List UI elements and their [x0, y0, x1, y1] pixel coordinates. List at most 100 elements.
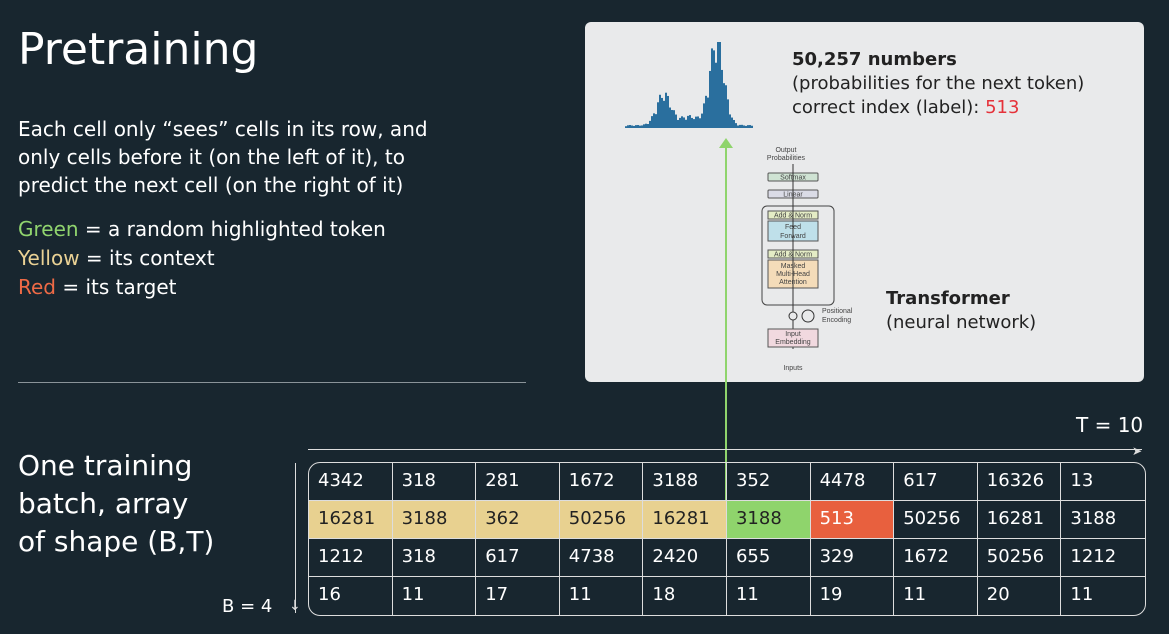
green-arrow [725, 143, 727, 539]
histogram-bar [741, 124, 743, 128]
histogram-bar [715, 62, 717, 128]
histogram-bar [727, 99, 729, 128]
table-cell: 513 [810, 501, 895, 539]
histogram-bar [639, 125, 641, 128]
histogram-bar [705, 95, 707, 128]
table-cell: 16281 [309, 501, 393, 539]
divider [18, 382, 526, 383]
table-cell: 50256 [977, 539, 1062, 577]
histogram-bar [725, 85, 727, 128]
histogram-bar [745, 125, 747, 128]
table-cell: 1672 [894, 539, 978, 577]
histogram-bar [681, 116, 683, 128]
histogram-bar [733, 119, 735, 128]
histogram-bar [665, 92, 667, 128]
legend-text: = its target [56, 275, 177, 299]
histogram-bar [701, 113, 703, 128]
table-cell: 655 [726, 539, 811, 577]
histogram-bar [695, 116, 697, 128]
histogram-bar [627, 125, 629, 128]
histogram-bar [717, 42, 719, 128]
table-cell: 50256 [894, 501, 978, 539]
table-cell: 1212 [309, 539, 393, 577]
t-axis [308, 449, 1142, 450]
histogram-bar [653, 113, 655, 128]
table-cell: 16326 [977, 463, 1062, 501]
histogram-bar [679, 117, 681, 128]
histogram-bar [689, 115, 691, 128]
transformer-diagram: Output Probabilities Softmax Linear Add … [761, 147, 853, 372]
table-cell: 4478 [810, 463, 895, 501]
histogram-bar [691, 117, 693, 128]
histogram-bar [743, 125, 745, 128]
table-cell: 11 [1070, 584, 1094, 605]
histogram-bar [649, 120, 651, 128]
table-cell: 1672 [559, 463, 644, 501]
histogram-bar [655, 114, 657, 128]
legend-word: Green [18, 217, 79, 241]
histogram-bar [677, 119, 679, 128]
legend-text: = its context [79, 246, 215, 270]
table-cell: 13 [1061, 463, 1145, 501]
histogram-bar [673, 110, 675, 128]
legend-word: Yellow [18, 246, 80, 270]
transformer-label: Transformer (neural network) [886, 287, 1036, 335]
histogram-bar [699, 118, 701, 128]
histogram-bar [643, 124, 645, 128]
table-cell: 11 [894, 577, 978, 615]
histogram-bar [629, 125, 631, 128]
diagram-probabilities: Probabilities [767, 155, 806, 162]
histogram-bar [657, 102, 659, 128]
table-cell: 11 [393, 577, 477, 615]
histogram-bar [667, 95, 669, 128]
legend-yellow: Yellow = its context [18, 244, 386, 273]
diagram-inputs: Inputs [783, 365, 803, 372]
transformer-title: Transformer [886, 288, 1010, 309]
arrow-down-icon: ↓ [289, 598, 301, 614]
diagram-positional: Encoding [822, 317, 851, 324]
histogram-bar [637, 125, 639, 128]
histogram-bar [749, 125, 751, 128]
histogram-bar [751, 125, 753, 128]
histogram-bar [661, 97, 663, 128]
table-cell: 16281 [643, 501, 727, 539]
histogram-bar [647, 124, 649, 128]
table-cell: 11 [727, 577, 811, 615]
histogram-bar [659, 94, 661, 128]
histogram-bar [645, 123, 647, 128]
probs-text: (probabilities for the next token) [792, 73, 1085, 94]
histogram-bar [703, 103, 705, 128]
histogram-bar [635, 125, 637, 128]
histogram-bar [633, 125, 635, 128]
diagram-positional: Positional [822, 308, 853, 315]
table-cell: 3188 [1061, 501, 1145, 539]
table-cell: 11 [560, 577, 644, 615]
histogram-bar [685, 119, 687, 128]
table-cell: 1212 [1061, 539, 1145, 577]
table-cell: 4738 [559, 539, 644, 577]
histogram-bar [721, 69, 723, 128]
histogram-bar [747, 125, 749, 128]
histogram-bar [687, 115, 689, 128]
table-cell: 318 [392, 463, 477, 501]
table-cell: 3188 [726, 501, 811, 539]
histogram-bar [631, 125, 633, 128]
table-cell: 16 [309, 577, 393, 615]
histogram-bar [663, 100, 665, 128]
batch-label: One training batch, array of shape (B,T) [18, 449, 215, 558]
table-cell: 318 [392, 539, 477, 577]
diagram-embedding: Embedding [775, 339, 811, 346]
b-label: B = 4 [222, 596, 273, 617]
histogram-bar [669, 107, 671, 128]
output-description: 50,257 numbers (probabilities for the ne… [792, 48, 1084, 120]
description: Each cell only “sees” cells in its row, … [18, 117, 428, 197]
histogram-bar [641, 125, 643, 128]
table-cell: 281 [476, 463, 560, 501]
table-cell: 329 [810, 539, 895, 577]
table-cell: 16281 [977, 501, 1062, 539]
model-panel: 50,257 numbers (probabilities for the ne… [585, 22, 1144, 382]
histogram-bar [671, 109, 673, 128]
arrow-head-icon [719, 138, 733, 148]
histogram-bar [729, 114, 731, 128]
histogram-bar [693, 119, 695, 128]
